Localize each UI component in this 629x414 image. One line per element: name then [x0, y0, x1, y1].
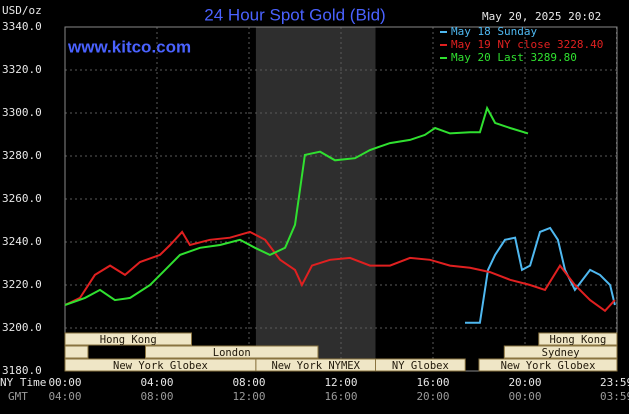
x2-tick-label: 12:00 — [232, 390, 265, 403]
y-tick-label: 3280.0 — [2, 149, 42, 162]
x2-tick-label: 20:00 — [416, 390, 449, 403]
price-line — [465, 226, 616, 324]
y-tick-label: 3340.0 — [2, 20, 42, 33]
x-tick-label: 00:00 — [48, 376, 81, 389]
x-axis-label: NY Time — [0, 376, 46, 389]
price-line — [64, 230, 616, 313]
x2-tick-label: 00:00 — [508, 390, 541, 403]
session-label: New York Globex — [113, 360, 208, 372]
y-tick-label: 3180.0 — [2, 364, 42, 377]
legend-label: May 20 Last 3289.80 — [451, 51, 577, 64]
x-tick-label: 20:00 — [508, 376, 541, 389]
x2-tick-label: 16:00 — [324, 390, 357, 403]
x-tick-label: 08:00 — [232, 376, 265, 389]
session-box — [64, 345, 89, 359]
session-label: Hong Kong — [549, 334, 606, 346]
x-tick-label: 12:00 — [324, 376, 357, 389]
session-label: Hong Kong — [100, 334, 157, 346]
y-tick-label: 3200.0 — [2, 321, 42, 334]
x2-tick-label: 08:00 — [140, 390, 173, 403]
session-label: New York Globex — [501, 360, 596, 372]
session-box — [145, 345, 319, 359]
session-label: London — [213, 347, 251, 359]
legend-label: May 19 NY close 3228.40 — [451, 38, 603, 51]
timestamp: May 20, 2025 20:02 — [482, 10, 601, 23]
x2-tick-label: 04:00 — [48, 390, 81, 403]
legend-label: May 18 Sunday — [451, 25, 537, 38]
x-tick-label: 23:59 — [600, 376, 629, 389]
site-label: www.kitco.com — [67, 37, 191, 56]
session-box — [64, 332, 192, 346]
y-tick-label: 3320.0 — [2, 63, 42, 76]
x-tick-label: 16:00 — [416, 376, 449, 389]
y-tick-label: 3300.0 — [2, 106, 42, 119]
x-tick-label: 04:00 — [140, 376, 173, 389]
price-line — [64, 105, 529, 306]
x2-axis-label: GMT — [8, 390, 28, 403]
session-label: NY Globex — [392, 360, 449, 372]
session-label: Sydney — [542, 347, 580, 359]
session-box — [375, 358, 466, 372]
y-tick-label: 3220.0 — [2, 278, 42, 291]
chart-title: 24 Hour Spot Gold (Bid) — [204, 5, 385, 24]
y-axis-label: USD/oz — [2, 4, 42, 17]
y-tick-label: 3260.0 — [2, 192, 42, 205]
session-label: New York NYMEX — [271, 360, 360, 372]
session-box — [503, 345, 618, 359]
x2-tick-label: 03:59 — [600, 390, 629, 403]
session-box — [538, 332, 618, 346]
y-tick-label: 3240.0 — [2, 235, 42, 248]
session-box — [478, 358, 618, 372]
